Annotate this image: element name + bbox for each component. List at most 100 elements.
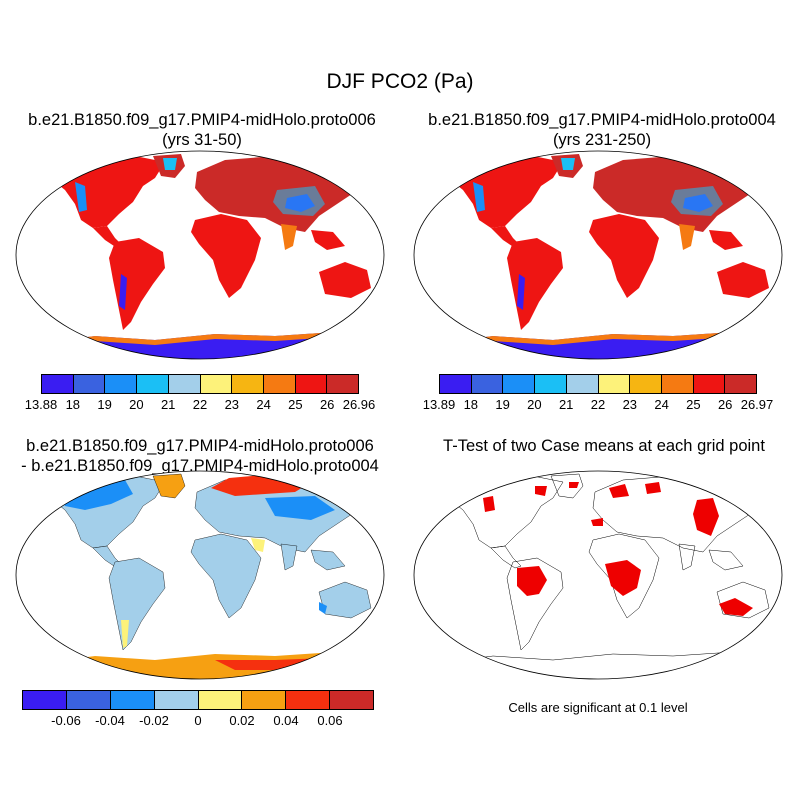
sig-australia [719, 598, 753, 616]
map-panel-3 [15, 470, 385, 680]
colorbar-cell [295, 375, 328, 393]
colorbar-tick-label: 26.96 [342, 397, 376, 412]
colorbar-tick-label: 21 [160, 397, 176, 412]
colorbar-cell [154, 691, 199, 709]
india [281, 224, 297, 250]
africa [589, 214, 659, 298]
colorbar-cell [23, 691, 67, 709]
greenland-ice [561, 158, 575, 170]
map-frame [413, 470, 783, 680]
colorbar-tick-label: -0.04 [95, 713, 125, 728]
australia-outline [716, 581, 770, 619]
australia [319, 262, 371, 298]
colorbar-tick-label: 20 [129, 397, 144, 412]
se-asia-outline [708, 549, 744, 571]
panel-2-title-line1: b.e21.B1850.f09_g17.PMIP4-midHolo.proto0… [428, 111, 776, 129]
low-pressure-tibet-rim [273, 186, 325, 216]
colorbar-cell [200, 375, 233, 393]
sig-mediterranean [591, 518, 603, 526]
india [679, 224, 695, 250]
panel-3-title: b.e21.B1850.f09_g17.PMIP4-midHolo.proto0… [0, 436, 400, 476]
se-asia [311, 230, 345, 250]
colorbar-cell [42, 375, 74, 393]
panel-1-title-line2: (yrs 31-50) [162, 131, 242, 149]
significant-cells [483, 482, 753, 616]
colorbar-tick-label: 22 [192, 397, 208, 412]
low-pressure-andes [119, 274, 127, 310]
africa [191, 214, 261, 298]
low-pressure-andes [517, 274, 525, 310]
colorbar-tick-label: 0.02 [229, 713, 255, 728]
map-frame [15, 470, 385, 680]
panel-4-title: T-Test of two Case means at each grid po… [412, 436, 796, 456]
colorbar-tick-label: 0 [194, 713, 202, 728]
sig-east-asia [693, 498, 719, 536]
colorbar-tick-label: 21 [558, 397, 574, 412]
colorbar-panel-2 [439, 374, 757, 394]
india [280, 543, 298, 571]
colorbar-tick-label: 22 [590, 397, 606, 412]
colorbar-tick-label: 23 [622, 397, 638, 412]
antarctica [16, 652, 384, 679]
colorbar-cell [286, 691, 331, 709]
colorbar-cell [73, 375, 106, 393]
colorbar-cell [598, 375, 631, 393]
colorbar-tick-label: 0.04 [273, 713, 299, 728]
colorbar-tick-label: 13.89 [422, 397, 456, 412]
panel-2-title: b.e21.B1850.f09_g17.PMIP4-midHolo.proto0… [404, 110, 800, 150]
colorbar-cell [503, 375, 536, 393]
africa-outline [588, 533, 660, 619]
colorbar-cell [168, 375, 201, 393]
colorbar-cell [110, 691, 155, 709]
se-asia [310, 549, 346, 571]
antarctica-edge [35, 332, 375, 348]
sig-africa [605, 560, 641, 596]
panel-4-title-line1: T-Test of two Case means at each grid po… [443, 437, 765, 455]
colorbar-tick-label: 18 [65, 397, 81, 412]
map-frame [413, 150, 783, 360]
colorbar-cell [471, 375, 504, 393]
colorbar-tick-label: 13.88 [24, 397, 58, 412]
colorbar-panel-3 [22, 690, 374, 710]
north-america-outline [450, 475, 564, 549]
colorbar-tick-label: 25 [686, 397, 701, 412]
se-asia [709, 230, 743, 250]
colorbar-cell [440, 375, 472, 393]
colorbar-cell [198, 691, 243, 709]
map-panel-4 [413, 470, 783, 680]
colorbar-cell [330, 691, 373, 709]
antarctica-edge [433, 332, 773, 348]
low-pressure-rockies [473, 182, 485, 212]
south-america-outline [506, 557, 564, 651]
colorbar-cell [137, 375, 169, 393]
sig-alaska [483, 496, 495, 512]
colorbar-cell [725, 375, 757, 393]
map-panel-2 [413, 150, 783, 360]
colorbar-tick-label: 25 [288, 397, 303, 412]
greenland [152, 473, 186, 499]
panel-3-title-line1: b.e21.B1850.f09_g17.PMIP4-midHolo.proto0… [26, 437, 374, 455]
greenland-ice [163, 158, 177, 170]
colorbar-cell [327, 375, 359, 393]
colorbar-cell [566, 375, 599, 393]
colorbar-tick-label: 20 [527, 397, 542, 412]
patagonia [121, 620, 129, 648]
colorbar-panel-1 [41, 374, 359, 394]
low-pressure-tibet-rim [671, 186, 723, 216]
greenland-outline [550, 473, 584, 499]
colorbar-tick-label: -0.06 [51, 713, 81, 728]
colorbar-tick-label: -0.02 [139, 713, 169, 728]
colorbar-cell [263, 375, 296, 393]
australia-edge [319, 602, 327, 614]
sig-greenland [569, 482, 579, 488]
significance-note: Cells are significant at 0.1 level [508, 700, 688, 715]
australia [717, 262, 769, 298]
colorbar-tick-label: 18 [463, 397, 479, 412]
colorbar-cell [66, 691, 111, 709]
colorbar-cell [105, 375, 138, 393]
india-outline [678, 543, 696, 571]
colorbar-tick-label: 23 [224, 397, 240, 412]
low-pressure-rockies [75, 182, 87, 212]
arabia [251, 538, 265, 552]
colorbar-tick-label: 19 [97, 397, 112, 412]
